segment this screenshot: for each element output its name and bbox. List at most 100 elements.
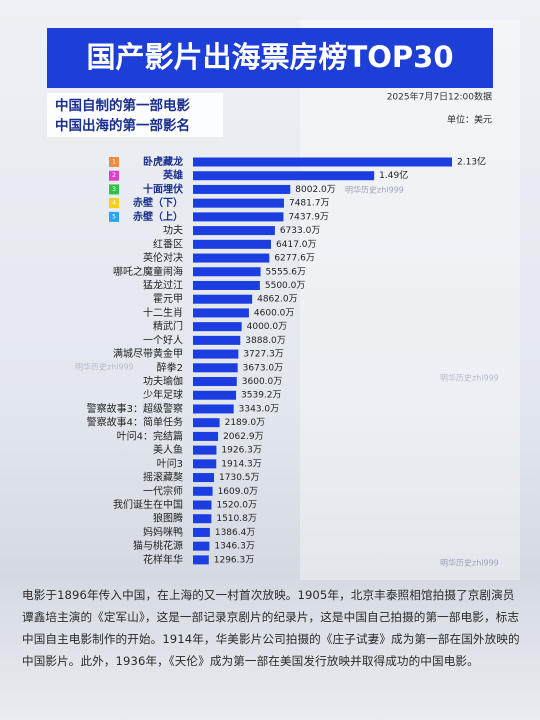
value-label: 3727.3万 — [243, 350, 284, 360]
value-label: 8002.0万 — [295, 185, 336, 195]
rank-label: 3 — [112, 186, 116, 193]
category-label: 英雄 — [162, 169, 183, 182]
bar — [193, 226, 275, 236]
value-label: 7437.9万 — [288, 212, 329, 222]
bar — [193, 212, 284, 222]
category-label: 十面埋伏 — [143, 182, 183, 195]
value-label: 1926.3万 — [221, 446, 262, 456]
bar — [193, 431, 219, 441]
value-label: 1386.4万 — [215, 528, 256, 538]
value-label: 1510.8万 — [216, 514, 257, 524]
value-label: 7481.7万 — [289, 199, 330, 209]
value-label: 3343.0万 — [239, 404, 280, 414]
unit-note: 单位：美元 — [447, 114, 492, 126]
category-label: 精武门 — [153, 320, 183, 333]
category-label: 警察故事4：简单任务 — [87, 416, 183, 429]
rank-label: 2 — [112, 172, 116, 179]
category-label: 哪吒之魔童闹海 — [113, 265, 183, 278]
value-label: 3600.0万 — [242, 377, 283, 387]
bar — [193, 390, 237, 400]
value-label: 2062.9万 — [223, 432, 264, 442]
bar — [193, 294, 253, 304]
watermark: 明华历史zhl999 — [345, 185, 404, 195]
category-label: 卧虎藏龙 — [143, 155, 183, 168]
value-label: 1609.0万 — [218, 487, 258, 497]
category-label: 英伦对决 — [143, 251, 183, 264]
category-label: 少年足球 — [143, 388, 183, 401]
bar — [193, 171, 375, 181]
value-label: 6733.0万 — [280, 226, 321, 236]
bar — [193, 404, 234, 414]
title-box — [47, 28, 493, 88]
category-label: 功夫瑜伽 — [143, 375, 183, 388]
category-label: 美人鱼 — [153, 443, 183, 456]
category-label: 赤壁（下） — [133, 196, 183, 209]
bar — [193, 459, 217, 469]
chart: 国产影片出海票房榜TOP30 中国自制的第一部电影 中国出海的第一部影名 202… — [47, 20, 520, 580]
date-note: 2025年7月7日12:00数据 — [387, 91, 492, 103]
category-label: 十二生肖 — [143, 306, 183, 319]
category-label: 摇滚藏獒 — [143, 471, 183, 484]
bar — [193, 239, 272, 249]
rank-label: 5 — [112, 213, 116, 220]
bar — [193, 377, 237, 387]
chart-title: 国产影片出海票房榜TOP30 — [86, 40, 453, 74]
bar — [193, 322, 242, 332]
rank-badge — [109, 170, 119, 181]
value-label: 4600.0万 — [254, 308, 295, 318]
bar — [193, 514, 212, 524]
category-label: 妈妈咪鸭 — [143, 525, 183, 538]
category-label: 猛龙过江 — [143, 278, 183, 291]
rank-badge — [109, 198, 119, 209]
category-label: 狼图腾 — [153, 512, 183, 525]
bar — [193, 445, 217, 455]
value-label: 1914.3万 — [221, 459, 261, 469]
bar — [193, 157, 452, 167]
rank-badge — [109, 184, 119, 195]
watermark: 明华历史zhl999 — [75, 362, 134, 372]
category-label: 满城尽带黄金甲 — [113, 347, 183, 360]
value-label: 2189.0万 — [225, 418, 266, 428]
bar — [193, 308, 249, 318]
value-label: 6277.6万 — [274, 254, 315, 264]
value-label: 5555.6万 — [266, 267, 307, 277]
category-label: 猫与桃花源 — [133, 539, 183, 552]
value-label: 1346.3万 — [214, 542, 255, 552]
rank-label: 1 — [112, 159, 116, 166]
bar — [193, 500, 212, 510]
value-label: 3539.2万 — [241, 391, 282, 401]
bar — [193, 486, 213, 496]
category-label: 红番区 — [153, 237, 183, 250]
value-label: 2.13亿 — [457, 156, 486, 168]
value-label: 3888.0万 — [245, 336, 285, 346]
subtitle-box — [47, 93, 223, 137]
value-label: 1730.5万 — [219, 473, 260, 483]
value-label: 5500.0万 — [265, 281, 306, 291]
category-label: 叶问3 — [157, 457, 183, 470]
category-label: 叶问4：完结篇 — [117, 429, 183, 442]
bar — [193, 253, 270, 263]
value-label: 1.49亿 — [379, 169, 408, 181]
watermark: 明华历史zhl999 — [440, 558, 499, 568]
bar — [193, 418, 220, 428]
category-label: 醉拳2 — [157, 361, 183, 374]
value-label: 6417.0万 — [276, 240, 317, 250]
bar — [193, 363, 238, 373]
bar — [193, 198, 284, 208]
bar — [193, 527, 210, 537]
footer-text: 电影于1896年传入中国，在上海的又一村首次放映。1905年，北京丰泰照相馆拍摄… — [22, 588, 520, 668]
category-label: 一个好人 — [143, 334, 183, 346]
bar — [193, 335, 241, 345]
bar — [193, 280, 260, 290]
category-label: 警察故事3：超级警察 — [87, 402, 183, 415]
bar — [193, 267, 261, 277]
bar — [193, 473, 215, 483]
rank-badge — [109, 211, 119, 222]
category-label: 赤壁（上） — [133, 210, 183, 223]
rank-label: 4 — [112, 200, 116, 207]
bar — [193, 541, 210, 551]
backdrop-panel — [300, 20, 520, 580]
value-label: 3673.0万 — [243, 363, 283, 373]
category-label: 花样年华 — [143, 553, 183, 566]
